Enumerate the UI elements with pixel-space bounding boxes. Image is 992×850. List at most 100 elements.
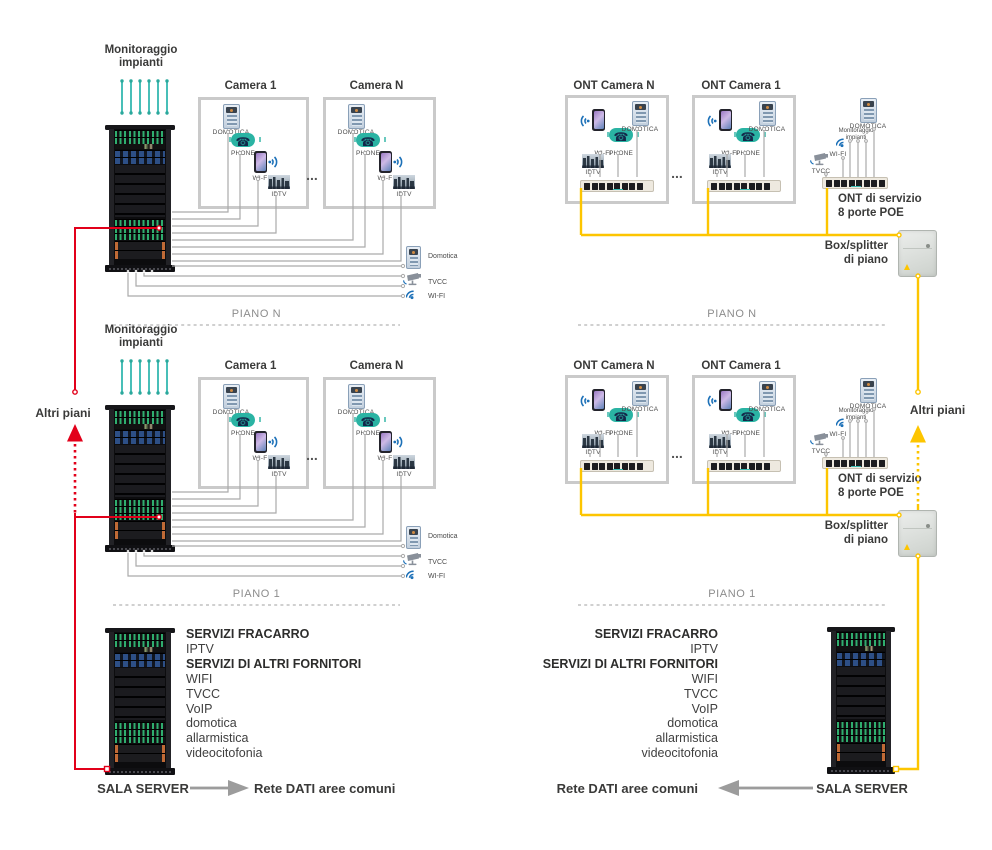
telephone-icon — [734, 128, 766, 142]
sala-server-label-right: SALA SERVER — [816, 781, 908, 796]
rete-dati-arrow-left — [718, 780, 813, 796]
splitter-label-line2: di piano — [843, 254, 888, 266]
iptv-thumbnail — [709, 154, 731, 168]
wifi-label: WI-FI — [377, 175, 395, 182]
wifi-waves-icon — [393, 156, 403, 168]
domotica-legend-icon — [406, 526, 421, 549]
ont-camera-n-box: WI-FI PHONE DOMOTICA IPTV — [565, 95, 669, 204]
smartphone-icon — [592, 109, 605, 131]
wifi-label: WI-FI — [829, 431, 847, 438]
intercom-icon — [860, 98, 877, 123]
ont-camera-n-title: ONT Camera N — [573, 80, 655, 92]
tvcc-label: TVCC — [811, 168, 831, 175]
monitoring-small-label: Monitoraggio impianti — [838, 408, 874, 421]
domotica-label: DOMOTICA — [621, 126, 659, 133]
domotica-label: DOMOTICA — [212, 129, 250, 136]
floor-section-piano-1: Monitoraggio impianti Camera 1 DOMOTICA … — [0, 320, 992, 610]
wifi-legend-label: WI-FI — [428, 293, 446, 300]
tvcc-legend-label: TVCC — [428, 559, 448, 566]
intercom-icon — [223, 104, 240, 129]
wifi-label: WI-FI — [377, 455, 395, 462]
cctv-camera-icon — [810, 433, 828, 446]
smartphone-icon — [254, 431, 267, 453]
phone-label: PHONE — [735, 150, 761, 157]
intercom-icon — [759, 381, 776, 406]
wifi-waves-icon — [580, 115, 590, 127]
service-item: SERVIZI FRACARRO — [186, 627, 310, 641]
wifi-waves-icon — [707, 395, 717, 407]
monitoring-label: Monitoraggio impianti — [104, 44, 178, 69]
cable-bundle-icon — [121, 82, 168, 112]
monitoring-label: Monitoraggio impianti — [104, 324, 178, 349]
ellipsis: ... — [671, 445, 683, 461]
iptv-thumbnail — [582, 154, 604, 168]
tvcc-label: TVCC — [811, 448, 831, 455]
domotica-label: DOMOTICA — [337, 129, 375, 136]
cctv-camera-icon — [403, 553, 421, 566]
ont-servizio-title-line2: 8 porte POE — [838, 207, 904, 219]
telephone-icon — [734, 408, 766, 422]
service-item: TVCC — [683, 686, 718, 701]
smartphone-icon — [719, 389, 732, 411]
ellipsis: ... — [306, 447, 318, 463]
camera-1-title: Camera 1 — [224, 360, 277, 372]
splitter-label-line1: Box/splitter — [824, 240, 888, 252]
ont-device — [580, 460, 654, 472]
iptv-label: IPTV — [585, 449, 601, 456]
iptv-label: IPTV — [712, 449, 728, 456]
intercom-icon — [632, 381, 649, 406]
wifi-waves-icon — [393, 436, 403, 448]
service-item: domotica — [667, 716, 718, 731]
piano-label-right: PIANO 1 — [708, 588, 756, 600]
wifi-legend-icon — [836, 138, 844, 148]
sala-server-rack-left — [105, 628, 175, 775]
iptv-label: IPTV — [396, 471, 412, 478]
ont-camera-1-box: WI-FI PHONE DOMOTICA IPTV — [692, 95, 796, 204]
smartphone-icon — [592, 389, 605, 411]
ont-servizio-device — [822, 177, 888, 189]
iptv-thumbnail — [393, 455, 415, 469]
domotica-label: DOMOTICA — [621, 406, 659, 413]
wifi-waves-icon — [268, 436, 278, 448]
camera-n-title: Camera N — [349, 360, 404, 372]
iptv-label: IPTV — [712, 169, 728, 176]
splitter-box — [898, 230, 937, 277]
wifi-legend-icon — [836, 418, 844, 428]
cctv-camera-icon — [810, 153, 828, 166]
intercom-icon — [759, 101, 776, 126]
wifi-waves-icon — [268, 156, 278, 168]
telephone-icon — [354, 413, 386, 427]
altri-piani-label-right: Altri piani — [909, 403, 966, 417]
phone-label: PHONE — [735, 430, 761, 437]
intercom-icon — [223, 384, 240, 409]
wifi-legend-icon — [406, 570, 414, 580]
wifi-label: WI-FI — [829, 151, 847, 158]
domotica-label: DOMOTICA — [212, 409, 250, 416]
iptv-thumbnail — [582, 434, 604, 448]
ont-servizio-title-line1: ONT di servizio — [838, 193, 922, 205]
iptv-thumbnail — [709, 434, 731, 448]
wifi-waves-icon — [580, 395, 590, 407]
splitter-label-line2: di piano — [843, 534, 888, 546]
service-item: VoIP — [186, 701, 213, 716]
ont-servizio-title-line1: ONT di servizio — [838, 473, 922, 485]
monitoring-small-label: Monitoraggio impianti — [838, 128, 874, 141]
domotica-label: DOMOTICA — [849, 123, 887, 130]
ont-camera-n-box: WI-FI PHONE DOMOTICA IPTV — [565, 375, 669, 484]
floor-server-rack — [105, 125, 175, 272]
domotica-label: DOMOTICA — [337, 409, 375, 416]
service-item: videocitofonia — [186, 746, 263, 761]
ellipsis: ... — [671, 165, 683, 181]
ont-servizio-device — [822, 457, 888, 469]
telephone-icon — [229, 413, 261, 427]
cable-ends — [120, 79, 169, 115]
camera-n-box: DOMOTICA PHONE WI-FI IPTV — [323, 97, 436, 209]
intercom-icon — [632, 101, 649, 126]
service-item: IPTV — [690, 641, 718, 656]
tvcc-legend-label: TVCC — [428, 279, 448, 286]
piano-label-left: PIANO N — [231, 308, 282, 320]
domotica-label: DOMOTICA — [748, 406, 786, 413]
splitter-box — [898, 510, 937, 557]
phone-label: PHONE — [355, 150, 381, 157]
